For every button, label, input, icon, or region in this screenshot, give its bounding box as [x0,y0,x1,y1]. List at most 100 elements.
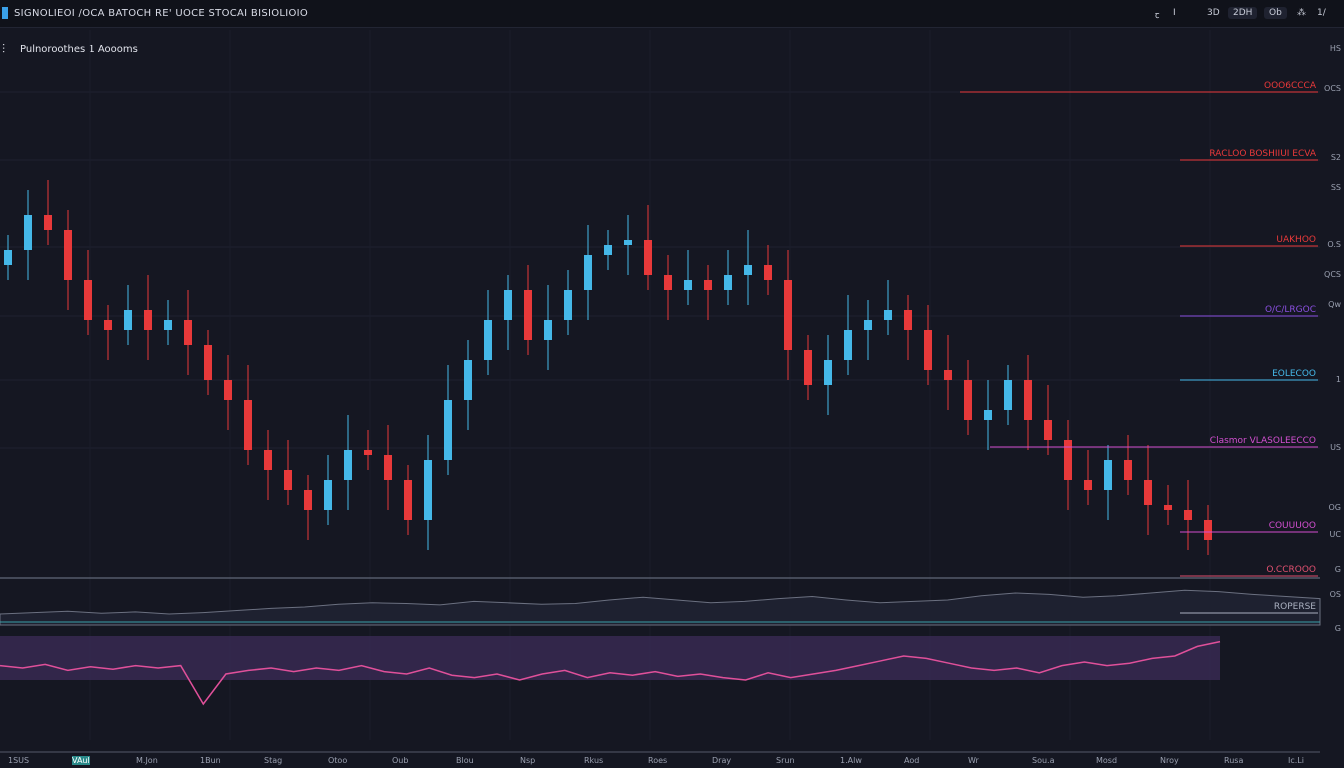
candle-body [844,330,852,360]
price-axis-tick: G [1334,565,1341,574]
candle-body [424,460,432,520]
candle-body [1004,380,1012,410]
candle-body [244,400,252,450]
candle-body [624,240,632,245]
price-level-label[interactable]: O.CCROOO [1266,565,1316,575]
candle-body [24,215,32,250]
candle-body [364,450,372,455]
time-axis-tick: 1.Alw [840,756,862,765]
candle-body [564,290,572,320]
price-axis-tick: US [1330,443,1341,452]
symbol-label: Pulnoroothes 1 Aoooms [20,44,138,55]
price-level-label[interactable]: COUUUOO [1268,521,1316,531]
price-axis-tick: UC [1329,530,1341,539]
candle-body [1164,505,1172,510]
time-axis-tick: 1Bun [200,756,221,765]
price-level-label[interactable]: EOLECOO [1272,369,1316,379]
candle-body [924,330,932,370]
time-axis-tick: Nroy [1160,756,1179,765]
candle-body [764,265,772,280]
candle-body [1064,440,1072,480]
indicators-icon[interactable]: ⁂ [1297,8,1306,18]
time-axis-tick: Stag [264,756,283,765]
time-axis-tick: Rkus [584,756,604,765]
candle-body [304,490,312,510]
toolbar-button-7[interactable]: 1/ [1317,8,1326,18]
candle-body [4,250,12,265]
candle-body [984,410,992,420]
price-axis-tick: OCS [1324,84,1341,93]
candle-body [704,280,712,290]
candle-body [784,280,792,350]
candle-body [664,275,672,290]
candle-body [1144,480,1152,505]
candle-body [504,290,512,320]
price-axis-tick: O.S [1327,240,1341,249]
candle-body [684,280,692,290]
candle-body [64,230,72,280]
price-level-label[interactable]: RACLOO BOSHIIUI ECVA [1209,149,1316,159]
candle-body [1124,460,1132,480]
price-axis-tick: 1 [1335,375,1341,384]
app-logo-icon [2,7,8,19]
candle-body [584,255,592,290]
toolbar-button-1[interactable]: ꞇ [1155,11,1160,21]
price-level-label[interactable]: UAKHOO [1276,235,1316,245]
time-axis-tick: Aod [904,756,920,765]
price-axis-tick: SS [1330,183,1341,192]
price-axis-tick: Qw [1328,300,1341,309]
price-axis-tick: G [1334,624,1341,633]
price-axis-tick: OG [1328,503,1342,512]
candle-body [964,380,972,420]
volume-area [0,589,1321,626]
price-axis-tick: OS [1329,590,1341,599]
time-axis-tick: Rusa [1224,756,1244,765]
candle-body [104,320,112,330]
candle-body [824,360,832,385]
candle-body [84,280,92,320]
candle-body [1204,520,1212,540]
candle-body [464,360,472,400]
price-level-label[interactable]: O/C/LRGOC [1264,305,1316,315]
price-axis-tick: HS [1329,44,1341,53]
candle-body [1084,480,1092,490]
candle-body [284,470,292,490]
candle-body [324,480,332,510]
candle-body [1024,380,1032,420]
time-axis-tick: Sou.a [1032,756,1055,765]
time-axis-tick: Dray [712,756,732,765]
candle-body [44,215,52,230]
time-axis-tick: 1SUS [8,756,30,765]
oscillator-line [0,640,1221,706]
candle-body [144,310,152,330]
time-axis-tick: Ic.Li [1288,756,1304,765]
time-axis-tick: Roes [648,756,668,765]
candle-body [384,455,392,480]
price-axis-tick: QCS [1324,270,1341,279]
candle-body [904,310,912,330]
candle-body [444,400,452,460]
toolbar-button-5[interactable]: Ob [1264,7,1287,19]
time-axis-tick: VAul [72,756,90,765]
candle-body [944,370,952,380]
toolbar-button-3[interactable]: 3D [1207,8,1220,18]
toolbar-button-2[interactable]: I [1173,8,1176,18]
candle-body [604,245,612,255]
time-axis-tick: M.Jon [136,756,158,765]
price-level-label[interactable]: ROPERSE [1273,602,1316,612]
time-axis-tick: Otoo [328,756,348,765]
timeframe-button[interactable]: 2DH [1228,7,1258,19]
candle-body [404,480,412,520]
candle-body [1044,420,1052,440]
candle-body [724,275,732,290]
candle-body [484,320,492,360]
candle-body [524,290,532,340]
price-level-label[interactable]: Clasmor VLASOLEECCO [1209,436,1316,446]
candle-body [804,350,812,385]
candle-body [264,450,272,470]
candle-body [1184,510,1192,520]
price-level-label[interactable]: OOO6CCCA [1264,81,1316,91]
chart-type-icon[interactable]: ⫶ [2,42,6,56]
candle-body [1104,460,1112,490]
